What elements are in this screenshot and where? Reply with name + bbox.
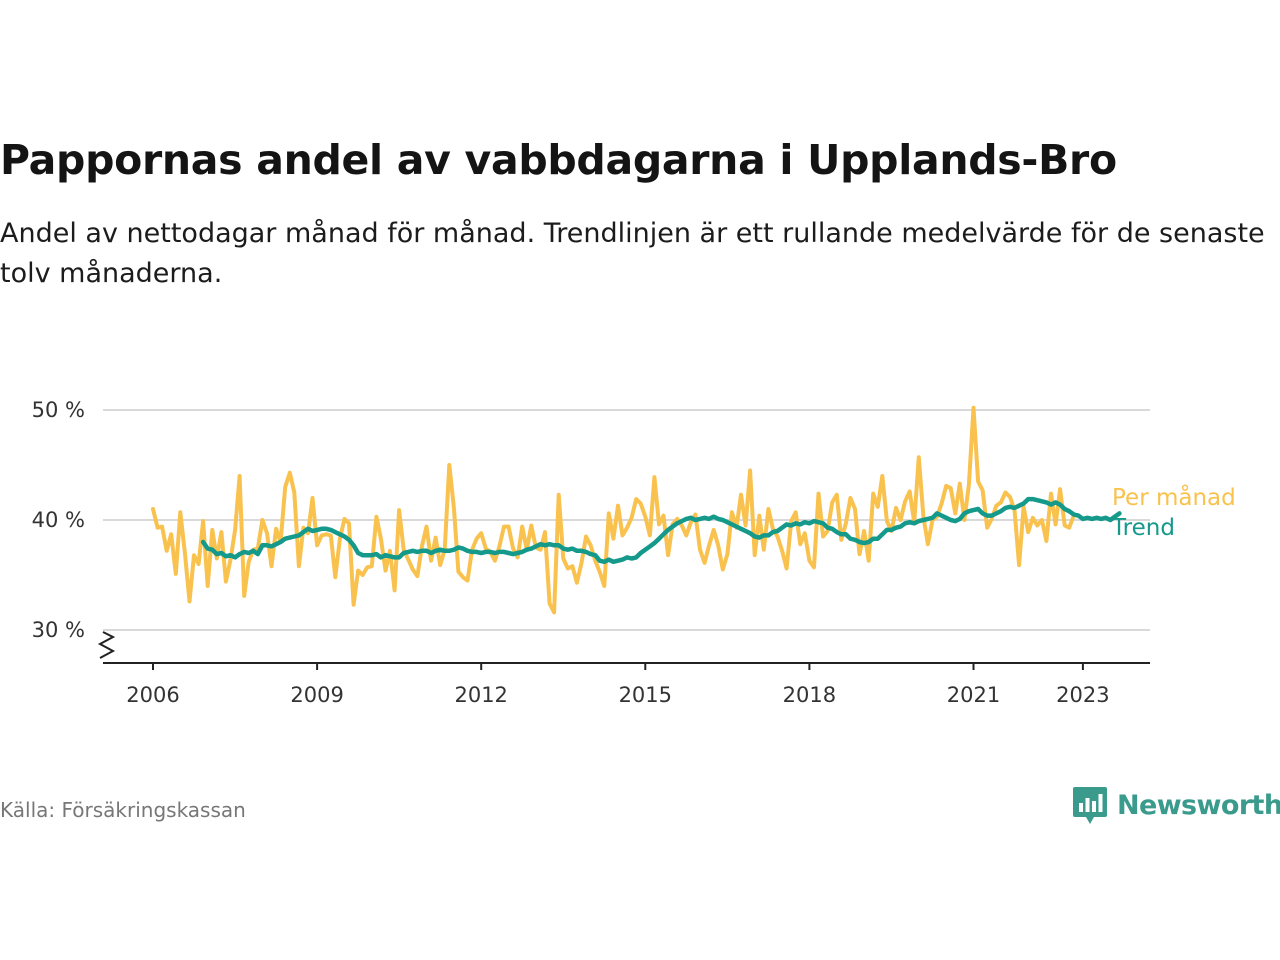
brand-name: Newsworthy (1117, 789, 1280, 821)
newsworthy-logo[interactable]: Newsworthy (1072, 785, 1280, 825)
newsworthy-logo-icon (1073, 787, 1107, 824)
y-tick-label: 40 % (32, 508, 85, 532)
x-axis-tick-labels: 2006 2009 2012 2015 2018 2021 2023 (126, 683, 1109, 707)
series-line-trend (200, 496, 1122, 565)
y-axis-tick-labels: 30 % 40 % 50 % (32, 398, 85, 642)
series-label-per-manad: Per månad (1112, 483, 1236, 511)
x-tick-label: 2018 (783, 683, 836, 707)
x-tick-label: 2023 (1056, 683, 1109, 707)
y-tick-label: 50 % (32, 398, 85, 422)
y-tick-label: 30 % (32, 618, 85, 642)
series-lines (151, 405, 1122, 615)
page-subtitle: Andel av nettodagar månad för månad. Tre… (0, 218, 1265, 289)
y-axis-break-icon (97, 631, 116, 659)
x-tick-label: 2015 (619, 683, 672, 707)
series-line-per-manad (151, 405, 1076, 615)
series-labels: Per månad Trend (1111, 483, 1236, 541)
x-tick-label: 2021 (947, 683, 1000, 707)
page-title: Pappornas andel av vabbdagarna i Uppland… (0, 136, 1117, 184)
x-tick-label: 2006 (126, 683, 179, 707)
x-axis (97, 631, 1150, 670)
x-tick-label: 2009 (290, 683, 343, 707)
x-tick-label: 2012 (454, 683, 507, 707)
series-label-trend: Trend (1111, 515, 1175, 541)
source-note: Källa: Försäkringskassan (0, 798, 246, 822)
